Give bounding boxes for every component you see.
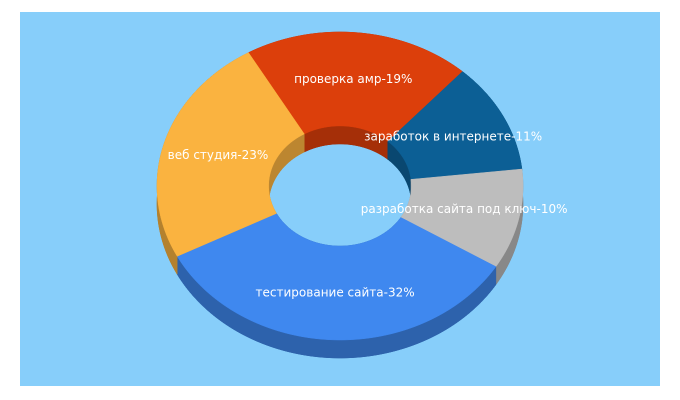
slice bbox=[156, 52, 305, 257]
slice-label: проверка амр-19% bbox=[294, 72, 412, 86]
slice-label: веб студия-23% bbox=[168, 148, 269, 162]
slice-label: заработок в интернете-11% bbox=[364, 130, 542, 144]
slice-label: тестирование сайта-32% bbox=[256, 285, 415, 299]
slice-label: разработка сайта под ключ-10% bbox=[361, 202, 568, 216]
